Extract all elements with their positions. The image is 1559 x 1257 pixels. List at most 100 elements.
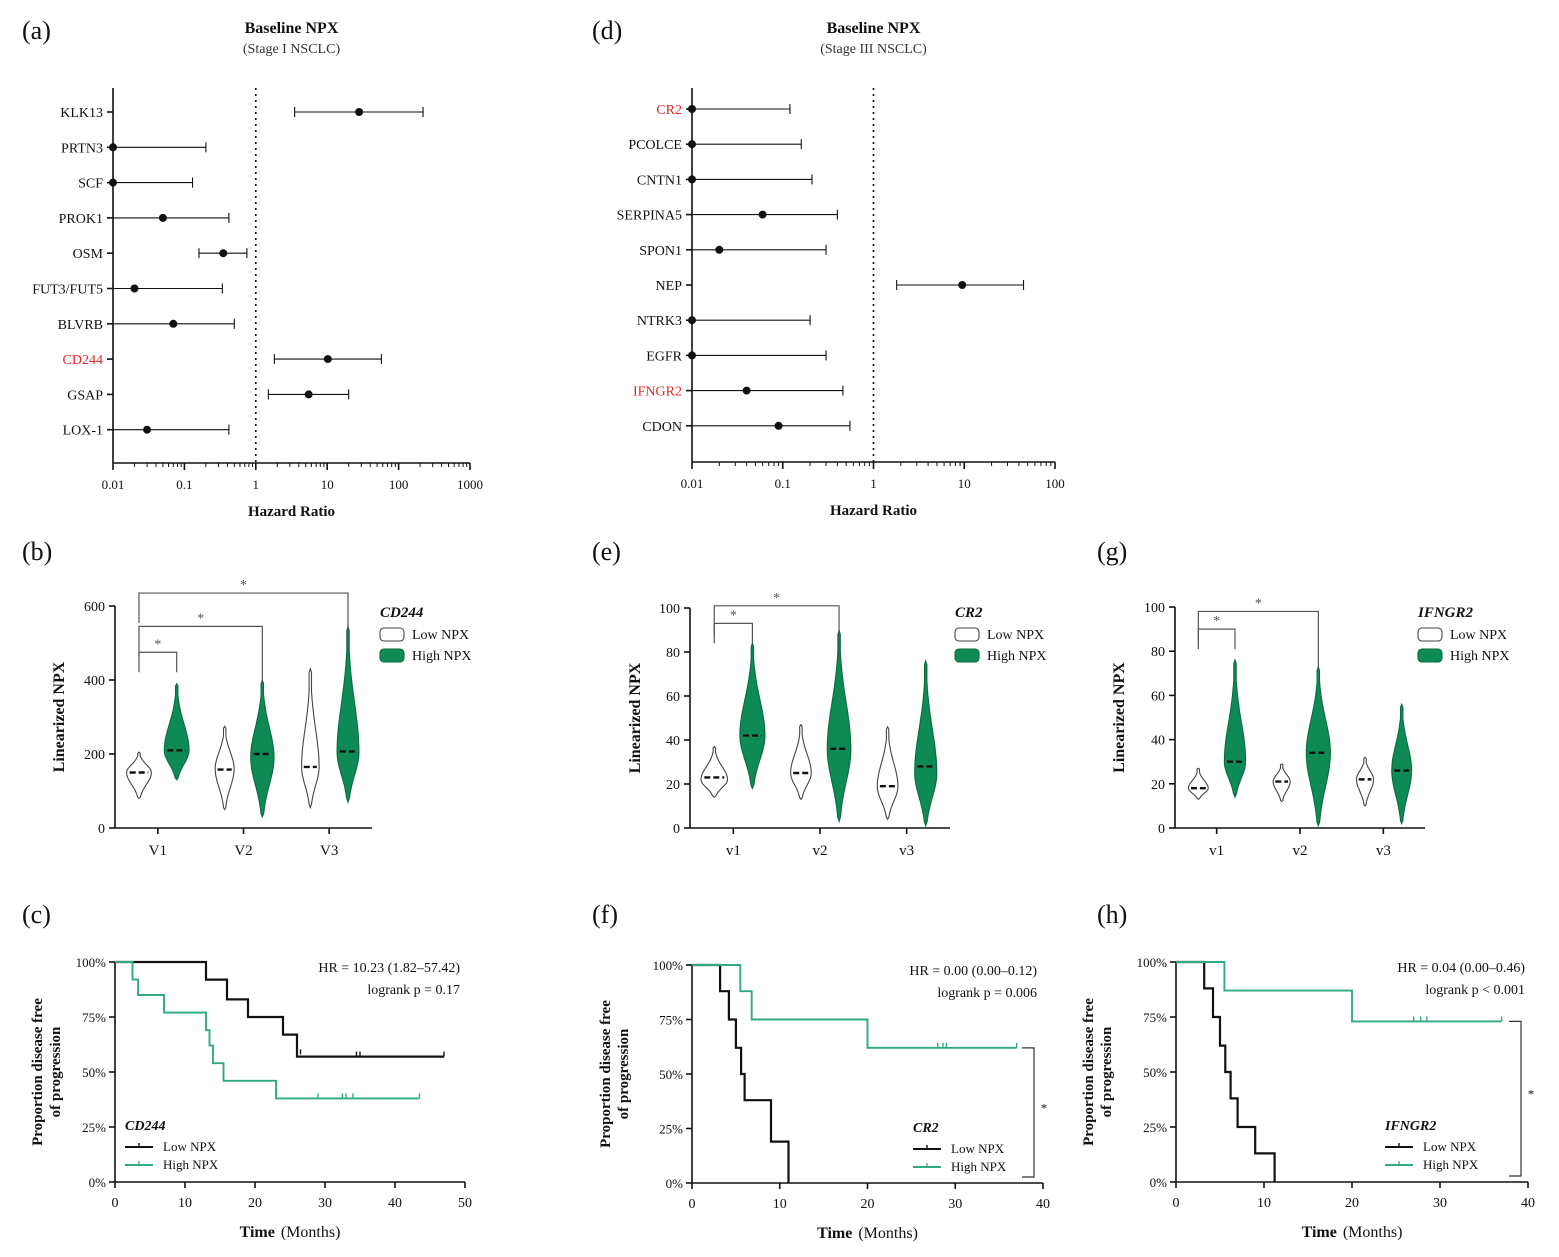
panel-label-c: (c) xyxy=(22,900,51,929)
violin-plot-e: 0 20 40 60 80 100 Linearized NPX v1 v2 v3 * * CR2 Low… xyxy=(627,591,1047,859)
legend-swatch-low xyxy=(379,627,405,642)
violin-low xyxy=(301,667,320,810)
hr-point xyxy=(219,249,228,258)
x-tick-label: V3 xyxy=(320,843,338,859)
x-tick-label: 0.1 xyxy=(775,476,791,491)
y-tick-label: 200 xyxy=(84,748,105,763)
x-tick-label: 0.1 xyxy=(176,477,192,492)
violin-high xyxy=(250,678,275,819)
hr-point xyxy=(169,319,178,328)
row-label: PCOLCE xyxy=(628,138,682,153)
panel-label-h: (h) xyxy=(1097,900,1128,929)
chart-title: Baseline NPX xyxy=(827,20,921,37)
row-label: NTRK3 xyxy=(637,314,682,329)
violin-low xyxy=(126,751,152,800)
y-tick-label: 100 xyxy=(1144,601,1165,616)
hr-annotation: HR = 0.00 (0.00–0.12) xyxy=(909,964,1037,979)
violin-high xyxy=(1391,702,1413,826)
x-tick-label: v3 xyxy=(1376,843,1391,859)
x-tick-label: 40 xyxy=(1521,1196,1535,1211)
y-tick-label: 75% xyxy=(82,1010,106,1025)
significance-bracket xyxy=(1197,610,1319,669)
y-tick-label: 0% xyxy=(89,1175,107,1190)
x-tick-label: 1 xyxy=(870,476,877,491)
row-label: NEP xyxy=(656,279,683,294)
y-tick-label: 0 xyxy=(1158,822,1165,837)
panel-label-f: (f) xyxy=(592,900,618,929)
violin-low xyxy=(214,725,235,811)
row-label: CR2 xyxy=(656,103,682,118)
x-tick-label: 0 xyxy=(112,1196,119,1211)
violin-low xyxy=(700,745,729,798)
violin-low xyxy=(876,725,899,821)
violin-high xyxy=(336,624,360,804)
y-tick-label: 50% xyxy=(1143,1065,1167,1080)
row-label: PROK1 xyxy=(59,212,103,227)
row-label: SERPINA5 xyxy=(617,209,682,224)
significance-star: * xyxy=(1041,1100,1048,1115)
row-label: LOX-1 xyxy=(63,424,103,439)
hr-point xyxy=(715,245,724,254)
violin-low xyxy=(790,723,812,801)
x-tick-label: 1000 xyxy=(457,477,483,492)
chart-title: Baseline NPX xyxy=(245,20,339,37)
x-tick-label: 40 xyxy=(388,1196,402,1211)
hr-point xyxy=(688,351,696,360)
row-label: CDON xyxy=(642,420,682,435)
hr-annotation: logrank p < 0.001 xyxy=(1425,983,1525,998)
legend-label: High NPX xyxy=(1423,1157,1479,1172)
legend-swatch-high xyxy=(379,648,405,663)
row-label: PRTN3 xyxy=(61,141,103,156)
km-curve-high xyxy=(115,961,420,1100)
legend-label: High NPX xyxy=(163,1157,219,1172)
chart-subtitle: (Stage III NSCLC) xyxy=(820,42,927,57)
x-tick-label: 0 xyxy=(689,1197,696,1212)
x-tick-label: 30 xyxy=(948,1197,962,1212)
violin-high xyxy=(1223,658,1247,799)
violin-low xyxy=(1272,763,1291,803)
legend-swatch-high xyxy=(954,648,980,663)
row-label: GSAP xyxy=(67,388,103,403)
y-tick-label: 0% xyxy=(666,1176,684,1191)
y-tick-label: 60 xyxy=(1151,689,1165,704)
row-label: OSM xyxy=(73,247,104,262)
x-tick-label: v2 xyxy=(1293,843,1308,859)
y-tick-label: 75% xyxy=(1143,1010,1167,1025)
km-plot-f: 0% 25% 50% 75% 100% 0 10 20 30 40 Time (Months) Prop… xyxy=(598,958,1050,1242)
hr-annotation: HR = 10.23 (1.82–57.42) xyxy=(318,961,460,976)
y-tick-label: 20 xyxy=(1151,778,1165,793)
hr-point xyxy=(742,386,751,395)
km-curve-high xyxy=(1176,961,1502,1023)
x-axis-label: Time (Months) xyxy=(240,1224,341,1241)
y-tick-label: 100 xyxy=(659,602,680,617)
hr-annotation: logrank p = 0.17 xyxy=(367,983,460,998)
x-tick-label: 10 xyxy=(1257,1196,1271,1211)
y-tick-label: 0 xyxy=(98,822,105,837)
x-tick-label: 0.01 xyxy=(681,476,704,491)
row-label: SCF xyxy=(78,177,103,192)
hr-point xyxy=(774,421,783,430)
y-axis-label-line: of progression xyxy=(1099,1026,1115,1117)
significance-bracket xyxy=(713,605,840,663)
chart-subtitle: (Stage I NSCLC) xyxy=(243,42,341,57)
y-tick-label: 25% xyxy=(659,1122,683,1137)
row-label: CNTN1 xyxy=(637,173,682,188)
x-tick-label: 20 xyxy=(861,1197,875,1212)
significance-bracket xyxy=(1197,628,1236,650)
y-axis-label: Proportion disease free of progression xyxy=(598,1000,632,1148)
legend-label: High NPX xyxy=(987,649,1047,664)
violin-high xyxy=(914,658,938,828)
y-tick-label: 50% xyxy=(659,1067,683,1082)
significance-star: * xyxy=(197,611,204,626)
legend-label: Low NPX xyxy=(163,1139,217,1154)
legend-swatch-low xyxy=(954,627,980,642)
significance-star: * xyxy=(154,637,161,652)
hr-point xyxy=(109,178,117,187)
y-tick-label: 100% xyxy=(76,955,107,970)
legend-label: High NPX xyxy=(1450,649,1510,664)
forest-plot-a: Baseline NPX (Stage I NSCLC) 0.01 0.1 1 10 100… xyxy=(32,20,483,520)
legend-label: Low NPX xyxy=(951,1141,1005,1156)
x-tick-label: 30 xyxy=(1433,1196,1447,1211)
legend-title: CD244 xyxy=(380,605,424,621)
